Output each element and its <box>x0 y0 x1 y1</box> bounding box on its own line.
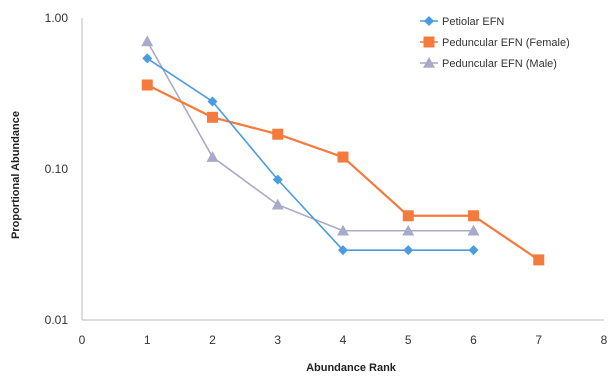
y-tick-label: 1.00 <box>45 11 69 25</box>
data-point <box>272 174 283 185</box>
data-point <box>141 79 153 91</box>
x-tick-label: 2 <box>209 333 216 347</box>
legend-label: Peduncular EFN (Female) <box>442 37 570 49</box>
legend-swatch-marker <box>423 57 435 68</box>
x-tick-label: 1 <box>144 333 151 347</box>
x-tick-labels: 0 1 2 3 4 5 6 7 8 <box>79 333 608 347</box>
x-tick-label: 5 <box>405 333 412 347</box>
data-point <box>533 254 545 266</box>
data-point <box>402 224 415 236</box>
x-tick-label: 3 <box>274 333 281 347</box>
x-tick-label: 0 <box>79 333 86 347</box>
data-point <box>207 111 218 123</box>
data-point <box>271 198 284 210</box>
data-point <box>468 210 479 222</box>
legend-label: Peduncular EFN (Male) <box>442 58 557 70</box>
data-point <box>402 210 414 222</box>
x-axis-title: Abundance Rank <box>306 362 397 374</box>
legend: Petiolar EFN Peduncular EFN (Female) Pedun… <box>420 16 570 70</box>
y-axis-title: Proportional Abundance <box>10 111 22 239</box>
data-point <box>142 53 153 64</box>
series-1 <box>142 53 479 256</box>
data-point <box>337 151 349 163</box>
y-tick-label: 0.01 <box>45 313 69 327</box>
data-point <box>207 96 218 107</box>
legend-swatch-marker <box>424 16 434 26</box>
series-3 <box>141 35 480 236</box>
series-layer <box>141 35 545 266</box>
legend-label: Petiolar EFN <box>442 16 504 28</box>
data-point <box>337 224 349 236</box>
legend-item: Peduncular EFN (Female) <box>420 36 570 49</box>
data-point <box>141 35 154 47</box>
x-tick-label: 4 <box>340 333 347 347</box>
legend-item: Peduncular EFN (Male) <box>420 57 557 70</box>
x-tick-label: 7 <box>535 333 542 347</box>
series-2 <box>141 79 545 266</box>
series-line <box>146 57 474 251</box>
data-point <box>206 151 219 162</box>
data-point <box>468 245 479 256</box>
legend-swatch-marker <box>423 36 435 48</box>
series-line <box>146 40 474 232</box>
legend-item: Petiolar EFN <box>420 16 504 28</box>
data-point <box>272 128 284 140</box>
x-tick-label: 8 <box>601 333 608 347</box>
y-tick-label: 0.10 <box>45 162 69 176</box>
y-tick-labels: 0.01 0.10 1.00 <box>45 11 69 327</box>
axes <box>81 18 604 321</box>
data-point <box>403 245 414 256</box>
data-point <box>467 224 480 236</box>
data-point <box>338 245 348 256</box>
x-tick-label: 6 <box>470 333 477 347</box>
